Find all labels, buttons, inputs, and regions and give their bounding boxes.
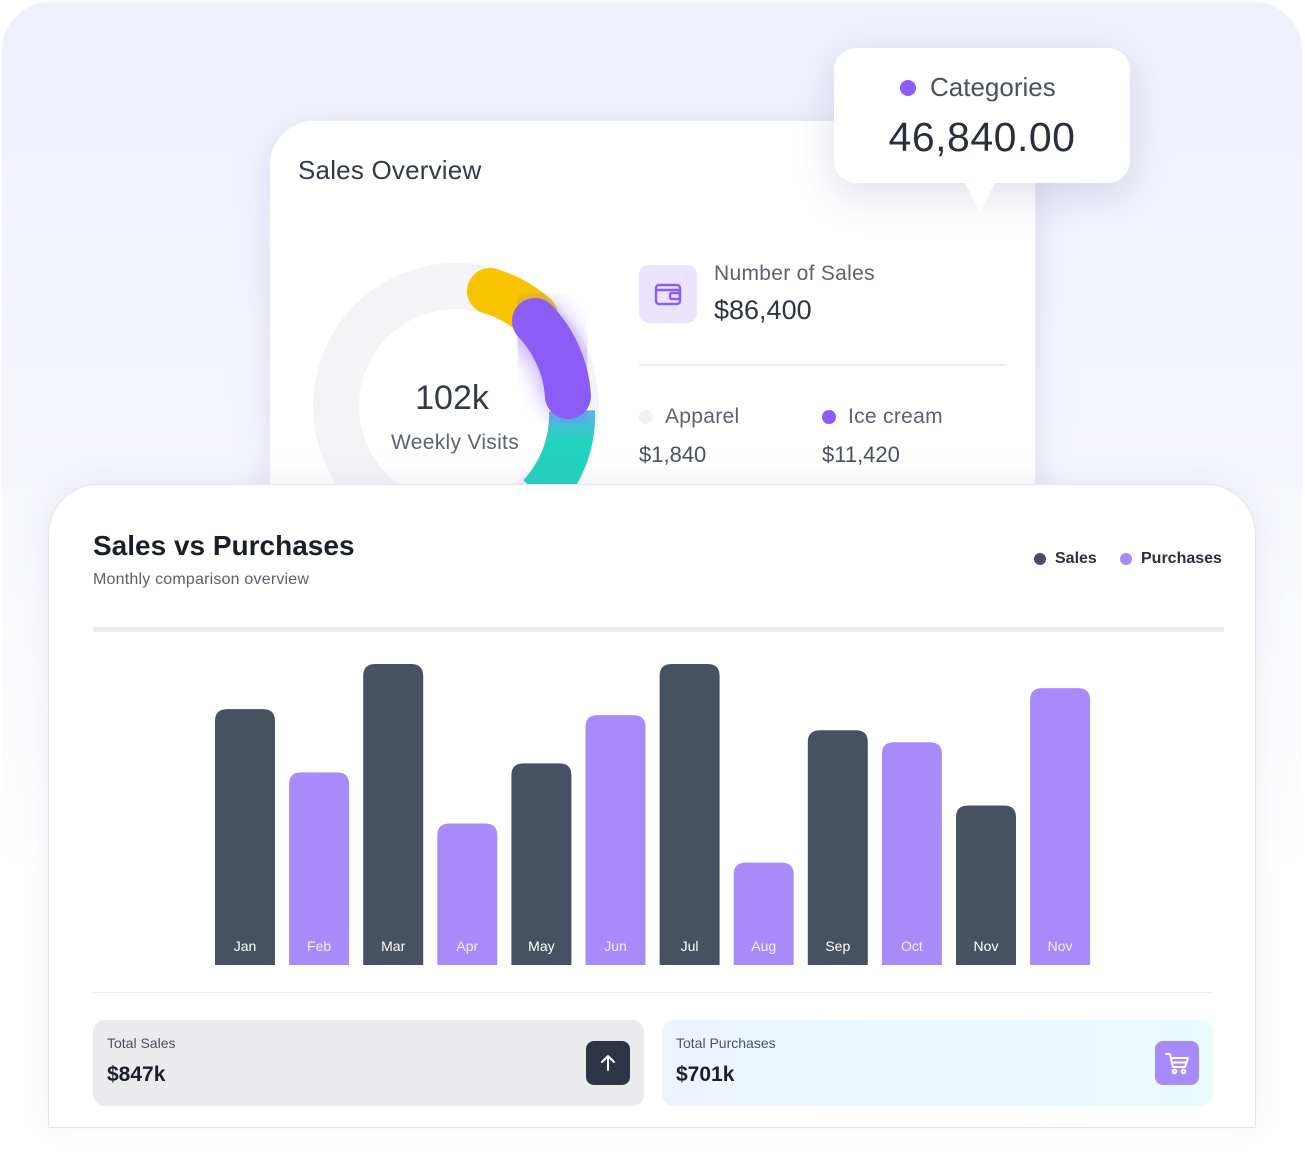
bar-label-aug: Aug xyxy=(751,938,776,954)
sales-legend-label: Sales xyxy=(1055,550,1097,567)
purchases-legend-label: Purchases xyxy=(1141,550,1222,567)
legend-apparel: Apparel xyxy=(639,405,739,429)
total-sales-card: Total Sales $847k xyxy=(93,1020,644,1106)
total-purchases-value: $701k xyxy=(676,1063,735,1086)
apparel-dot xyxy=(639,410,653,424)
sales-vs-purchases-card: Sales vs Purchases Monthly comparison ov… xyxy=(48,484,1256,1128)
legend-purchases[interactable]: Purchases xyxy=(1120,550,1222,568)
chart-top-rule xyxy=(93,627,1224,632)
bar-nov-purchases[interactable] xyxy=(1030,688,1091,965)
bar-jul-sales[interactable] xyxy=(659,664,720,965)
sales-overview-card: Sales Overview 102k Weekly Visits Number… xyxy=(270,121,1035,541)
total-purchases-label: Total Purchases xyxy=(676,1035,776,1051)
ice-cream-dot xyxy=(822,410,836,424)
chart-title: Sales vs Purchases xyxy=(93,530,355,561)
total-purchases-card: Total Purchases $701k xyxy=(662,1020,1213,1106)
ice-cream-value: $11,420 xyxy=(822,442,900,467)
tooltip-value: 46,840.00 xyxy=(888,114,1076,160)
bar-label-mar: Mar xyxy=(381,938,405,954)
sales-legend-dot xyxy=(1034,553,1046,565)
bar-chart: Jan Feb Mar Apr May Jun Jul Aug Sep Oct Nov Nov xyxy=(215,664,1091,965)
total-sales-value: $847k xyxy=(107,1063,166,1086)
bar-label-sep: Sep xyxy=(825,938,850,954)
bar-label-may: May xyxy=(528,938,554,954)
legend-ice-cream: Ice cream xyxy=(822,405,943,429)
chart-subtitle: Monthly comparison overview xyxy=(93,571,310,588)
bar-aug-purchases[interactable] xyxy=(733,862,794,965)
bar-jan-sales[interactable] xyxy=(215,709,275,965)
bar-label-nov: Nov xyxy=(974,938,999,954)
legend-sales[interactable]: Sales xyxy=(1034,550,1097,568)
tooltip-dot xyxy=(900,79,916,96)
bar-label-oct: Oct xyxy=(901,938,923,954)
bar-label-jun: Jun xyxy=(604,938,627,954)
chart-bottom-rule xyxy=(93,992,1213,993)
overview-title: Sales Overview xyxy=(298,155,482,185)
bar-label-jan: Jan xyxy=(234,938,257,954)
categories-tooltip: Categories 46,840.00 xyxy=(834,48,1130,213)
apparel-value: $1,840 xyxy=(639,442,707,467)
shopping-cart-icon[interactable] xyxy=(1155,1041,1199,1085)
bar-feb-purchases[interactable] xyxy=(289,772,350,965)
tooltip-header: Categories xyxy=(900,72,1056,103)
number-of-sales-label: Number of Sales xyxy=(714,262,875,285)
bar-may-sales[interactable] xyxy=(511,763,572,965)
bar-label-jul: Jul xyxy=(681,938,699,954)
weekly-visits-donut xyxy=(313,263,599,541)
number-of-sales-value: $86,400 xyxy=(714,295,812,325)
bar-sep-sales[interactable] xyxy=(807,730,868,965)
bar-label-nov: Nov xyxy=(1048,938,1073,954)
wallet-icon xyxy=(639,265,697,323)
bar-oct-purchases[interactable] xyxy=(881,742,942,965)
bar-mar-sales[interactable] xyxy=(363,664,424,965)
ice-cream-label: Ice cream xyxy=(848,405,943,428)
bar-nov-sales[interactable] xyxy=(956,805,1016,965)
tooltip-label: Categories xyxy=(930,72,1056,102)
bar-label-apr: Apr xyxy=(456,938,478,954)
arrow-up-icon[interactable] xyxy=(586,1041,630,1085)
weekly-visits-label: Weekly Visits xyxy=(391,431,519,454)
bar-apr-purchases[interactable] xyxy=(437,823,498,965)
total-sales-label: Total Sales xyxy=(107,1035,176,1051)
purchases-legend-dot xyxy=(1120,553,1132,565)
overview-divider xyxy=(639,364,1007,366)
donut-segment-purple xyxy=(512,298,591,419)
bar-jun-purchases[interactable] xyxy=(585,715,646,965)
bar-label-feb: Feb xyxy=(307,938,331,954)
apparel-label: Apparel xyxy=(665,405,740,428)
weekly-visits-value: 102k xyxy=(415,379,489,417)
